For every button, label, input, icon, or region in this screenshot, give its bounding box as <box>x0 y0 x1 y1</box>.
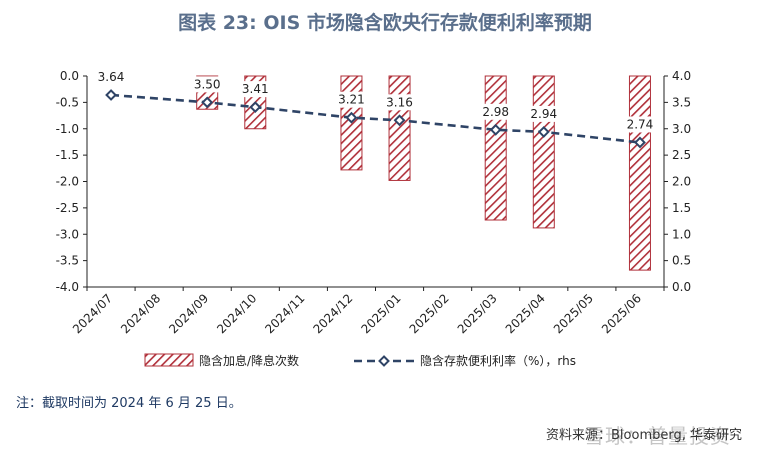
right-tick-label: 4.0 <box>672 69 691 83</box>
data-label-bg <box>95 68 127 85</box>
line-group <box>105 89 646 149</box>
left-tick-label: -3.5 <box>56 254 79 268</box>
bars-group <box>196 75 651 271</box>
bar-2025-01 <box>388 75 411 181</box>
left-tick-label: -2.0 <box>56 175 79 189</box>
source-note: 资料来源：Bloomberg, 华泰研究 <box>546 428 742 443</box>
x-tick-label: 2024/07 <box>70 291 115 336</box>
right-tick-label: 2.5 <box>672 148 691 162</box>
left-tick-label: -1.0 <box>56 122 79 136</box>
x-tick-label: 2025/01 <box>359 291 404 336</box>
rate-point-2025-06 <box>634 136 646 149</box>
right-tick-label: 1.0 <box>672 227 691 241</box>
legend-bar-label: 隐含加息/降息次数 <box>199 353 299 368</box>
right-tick-label: 0.0 <box>672 280 691 294</box>
rate-data-label: 3.16 <box>386 95 413 109</box>
legend-bar-swatch <box>144 353 194 367</box>
rate-data-label: 2.98 <box>482 105 509 119</box>
left-tick-label: -4.0 <box>56 280 79 294</box>
x-tick-label: 2024/11 <box>262 291 307 336</box>
data-label-bg <box>191 76 223 93</box>
watermark: 雪球：普量投资 <box>584 424 731 448</box>
rate-data-label: 2.74 <box>627 117 654 131</box>
right-tick-label: 1.5 <box>672 201 691 215</box>
data-label-bg <box>384 94 415 111</box>
data-label-bg <box>624 116 656 133</box>
x-tick-label: 2025/02 <box>407 291 452 336</box>
rate-point-2024-07 <box>105 89 117 101</box>
chart-title: 图表 23: OIS 市场隐含欧央行存款便利利率预期 <box>178 12 592 34</box>
rate-point-2025-01 <box>393 114 406 127</box>
rate-point-2024-10 <box>249 101 262 114</box>
rate-point-2024-09 <box>201 96 214 109</box>
bar-2025-04 <box>532 75 555 229</box>
data-label-bg <box>480 103 512 120</box>
x-tick-label: 2024/10 <box>214 291 259 336</box>
data-label-bg <box>528 105 560 122</box>
rate-point-2024-12 <box>345 111 358 124</box>
rate-data-label: 3.64 <box>98 70 125 84</box>
bar-2025-03 <box>484 75 507 221</box>
right-tick-label: 3.0 <box>672 122 691 136</box>
x-tick-label: 2025/06 <box>599 291 644 336</box>
x-tick-label: 2025/04 <box>503 291 548 336</box>
x-tick-label: 2025/03 <box>455 291 500 336</box>
bar-2025-06 <box>628 75 651 271</box>
data-labels-group: 3.64 3.50 3.41 3.21 3.16 2.98 2.94 2.74 <box>95 68 656 133</box>
x-tick-label: 2025/05 <box>551 291 596 336</box>
x-tick-label: 2024/09 <box>166 291 211 336</box>
x-tick-label: 2024/12 <box>310 291 355 336</box>
right-tick-label: 0.5 <box>672 254 691 268</box>
right-tick-label: 2.0 <box>672 175 691 189</box>
rate-data-label: 3.50 <box>194 77 221 91</box>
rate-line <box>110 93 641 144</box>
rate-point-2025-04 <box>537 126 550 138</box>
x-tick-label: 2024/08 <box>118 291 163 336</box>
legend-line-marker <box>378 355 390 367</box>
rate-data-label: 3.21 <box>338 93 365 107</box>
footnote: 注：截取时间为 2024 年 6 月 25 日。 <box>16 396 242 411</box>
left-tick-label: 0.0 <box>60 69 79 83</box>
rate-data-label: 3.41 <box>242 82 269 96</box>
data-label-bg <box>239 81 271 98</box>
data-label-bg <box>336 91 367 108</box>
rate-data-label: 2.94 <box>530 107 557 121</box>
left-tick-label: -2.5 <box>56 201 79 215</box>
left-tick-label: -0.5 <box>56 95 79 109</box>
left-tick-label: -1.5 <box>56 148 79 162</box>
legend: 隐含加息/降息次数 隐含存款便利利率（%），rhs <box>144 353 576 368</box>
right-tick-label: 3.5 <box>672 95 691 109</box>
rate-point-2025-03 <box>489 123 502 136</box>
left-tick-label: -3.0 <box>56 227 79 241</box>
legend-line-label: 隐含存款便利利率（%），rhs <box>420 353 576 368</box>
axes-group: 0.0 -0.5 -1.0 -1.5 -2.0 -2.5 -3.0 -3.5 -4.0 4.0 3.… <box>56 69 692 336</box>
